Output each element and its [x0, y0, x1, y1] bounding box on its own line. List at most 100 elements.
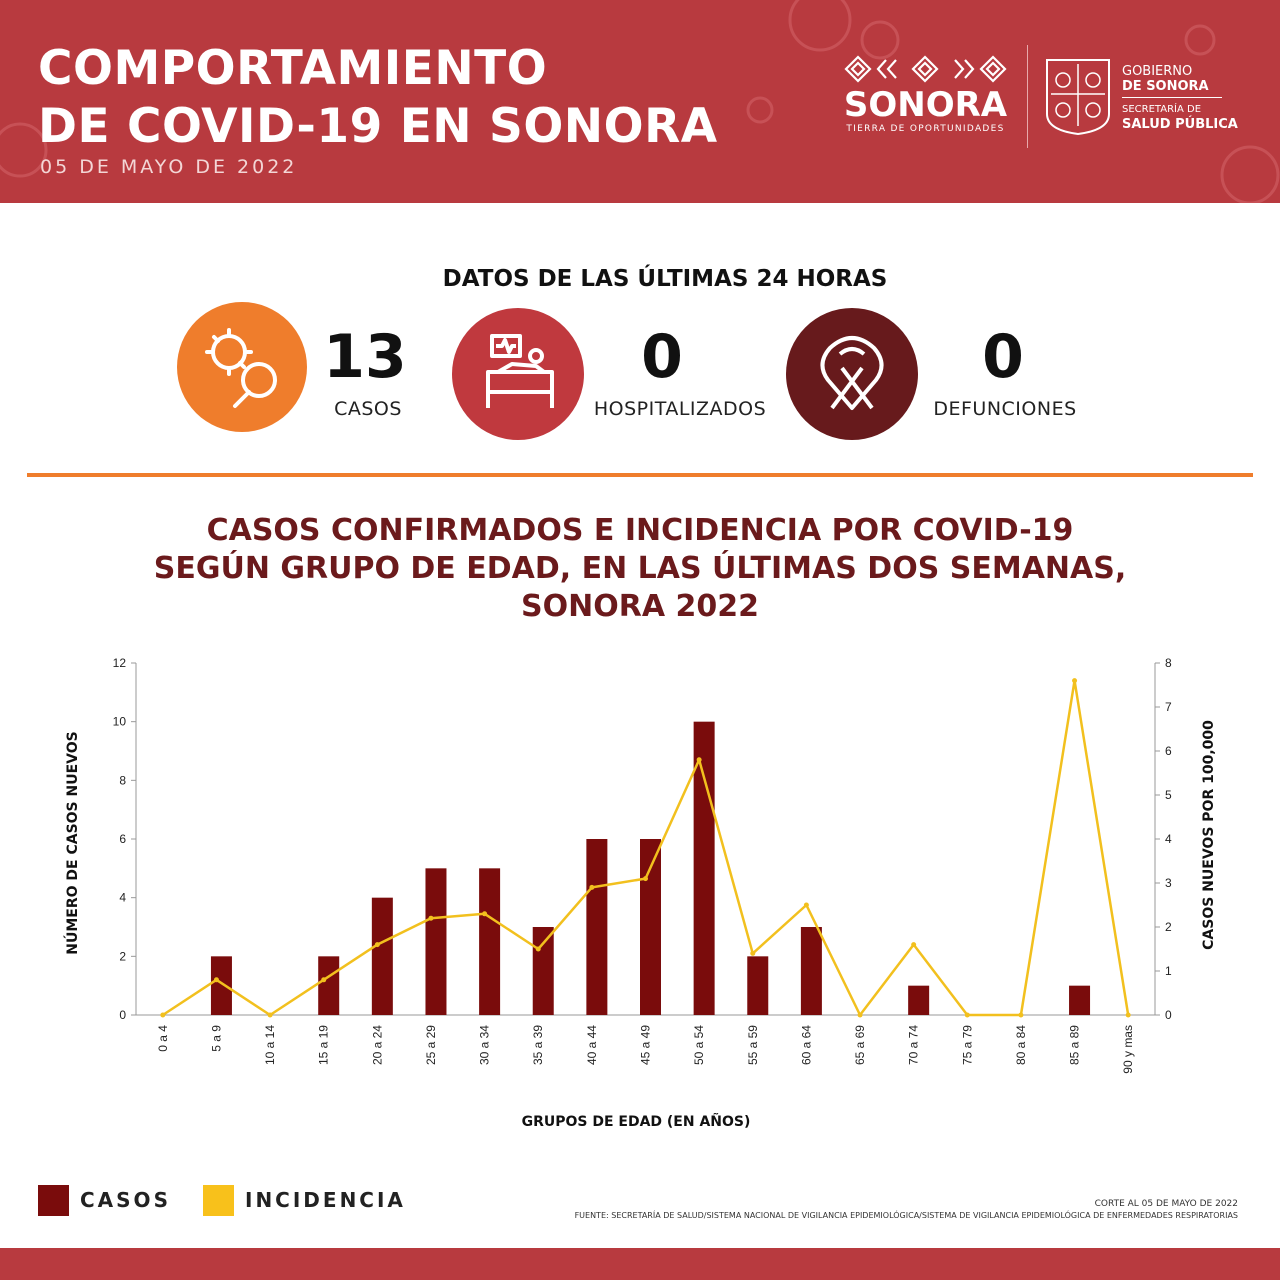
footer-fuente: FUENTE: SECRETARÍA DE SALUD/SISTEMA NACI… [574, 1211, 1238, 1220]
ribbon-icon [820, 336, 884, 410]
point-incidencia [213, 977, 219, 983]
y2-tick-label: 5 [1165, 788, 1172, 802]
hospital-bed-icon [486, 334, 554, 408]
point-incidencia [911, 942, 917, 948]
title-line-1: COMPORTAMIENTO [38, 41, 548, 96]
point-incidencia [750, 950, 756, 956]
y-tick-label: 4 [119, 891, 126, 905]
point-incidencia [589, 884, 595, 890]
header-banner: COMPORTAMIENTO DE COVID-19 EN SONORA 05 … [0, 0, 1280, 203]
x-tick-label: 5 a 9 [209, 1025, 223, 1052]
hospitalized-circle [452, 308, 584, 440]
x-axis-label: GRUPOS DE EDAD (EN AÑOS) [522, 1113, 751, 1130]
y2-tick-label: 2 [1165, 920, 1172, 934]
point-incidencia [160, 1012, 166, 1018]
bar-casos [371, 897, 393, 1015]
gov-line-4: SALUD PÚBLICA [1122, 117, 1238, 132]
bar-casos [640, 839, 661, 1015]
y2-tick-label: 8 [1165, 656, 1172, 670]
x-tick-label: 25 a 29 [424, 1025, 438, 1065]
gov-line-3: SECRETARÍA DE [1122, 104, 1202, 115]
y2-tick-label: 7 [1165, 700, 1172, 714]
legend-casos-label: CASOS [80, 1188, 171, 1212]
state-seal-icon [1046, 59, 1110, 136]
x-tick-label: 65 a 69 [853, 1025, 867, 1065]
bar-casos [800, 927, 822, 1015]
virus-magnifier-icon [205, 328, 277, 408]
point-incidencia [1125, 1012, 1131, 1018]
legend-casos-swatch [38, 1185, 69, 1216]
chart-title-line-2: SEGÚN GRUPO DE EDAD, EN LAS ÚLTIMAS DOS … [153, 551, 1127, 586]
y-tick-label: 8 [119, 773, 126, 787]
bar-casos [479, 868, 501, 1015]
bar-casos [586, 839, 608, 1015]
x-tick-label: 30 a 34 [478, 1025, 492, 1065]
sonora-logo-pattern-icon [844, 55, 1007, 83]
y2-tick-label: 0 [1165, 1008, 1172, 1022]
y-tick-label: 2 [119, 949, 126, 963]
cases-value: 13 [323, 322, 407, 392]
chart-title-line-1: CASOS CONFIRMADOS E INCIDENCIA POR COVID… [206, 513, 1074, 548]
point-incidencia [964, 1012, 970, 1018]
bar-casos [747, 956, 769, 1015]
bottom-band [0, 1248, 1280, 1280]
y2-tick-label: 3 [1165, 876, 1172, 890]
bar-casos [425, 868, 447, 1015]
gov-line-1: GOBIERNO [1122, 64, 1193, 79]
footer-corte: CORTE AL 05 DE MAYO DE 2022 [1094, 1199, 1238, 1209]
deaths-value: 0 [982, 322, 1024, 392]
deaths-label: DEFUNCIONES [933, 398, 1077, 420]
chart-title: CASOS CONFIRMADOS E INCIDENCIA POR COVID… [0, 512, 1280, 626]
x-tick-label: 50 a 54 [692, 1025, 706, 1065]
government-logo: GOBIERNO DE SONORA SECRETARÍA DE SALUD P… [1122, 64, 1238, 132]
cases-label: CASOS [334, 398, 402, 420]
y2-tick-label: 1 [1165, 964, 1172, 978]
sonora-tagline: TIERRA DE OPORTUNIDADES [846, 124, 1005, 134]
x-tick-label: 45 a 49 [639, 1025, 653, 1065]
page-title: COMPORTAMIENTO DE COVID-19 EN SONORA [38, 40, 718, 156]
point-incidencia [374, 942, 380, 948]
legend-incidencia-swatch [203, 1185, 234, 1216]
hospitalized-value: 0 [641, 322, 683, 392]
y2-tick-label: 6 [1165, 744, 1172, 758]
deaths-circle [786, 308, 918, 440]
bar-casos [318, 956, 340, 1015]
y2-tick-label: 4 [1165, 832, 1172, 846]
x-tick-label: 55 a 59 [746, 1025, 760, 1065]
x-tick-label: 90 y mas [1121, 1025, 1135, 1074]
bar-casos [908, 985, 930, 1015]
point-incidencia [1018, 1012, 1024, 1018]
x-tick-label: 35 a 39 [531, 1025, 545, 1065]
section-divider [27, 473, 1253, 477]
sonora-logo: SONORA TIERRA DE OPORTUNIDADES [838, 52, 1013, 142]
report-date: 05 DE MAYO DE 2022 [40, 156, 298, 178]
x-tick-label: 15 a 19 [317, 1025, 331, 1065]
y-tick-label: 0 [119, 1008, 126, 1022]
gov-line-2: DE SONORA [1122, 79, 1209, 94]
point-incidencia [482, 911, 488, 917]
bar-casos [1069, 985, 1091, 1015]
point-incidencia [696, 757, 702, 763]
x-tick-label: 40 a 44 [585, 1025, 599, 1065]
x-tick-label: 10 a 14 [263, 1025, 277, 1065]
point-incidencia [267, 1012, 273, 1018]
point-incidencia [428, 915, 434, 921]
point-incidencia [643, 876, 648, 882]
point-incidencia [1072, 678, 1078, 684]
point-incidencia [321, 977, 327, 983]
sonora-wordmark: SONORA [843, 85, 1008, 125]
point-incidencia [535, 946, 541, 952]
legend-incidencia-label: INCIDENCIA [245, 1188, 406, 1212]
hospitalized-label: HOSPITALIZADOS [593, 398, 767, 420]
x-tick-label: 60 a 64 [799, 1025, 813, 1065]
x-tick-label: 70 a 74 [907, 1025, 921, 1065]
point-incidencia [857, 1012, 863, 1018]
y-tick-label: 6 [119, 832, 126, 846]
x-tick-label: 75 a 79 [960, 1025, 974, 1065]
x-tick-label: 85 a 89 [1068, 1025, 1082, 1065]
y-axis-label: NÚMERO DE CASOS NUEVOS [63, 731, 81, 954]
y2-axis-label: CASOS NUEVOS POR 100,000 [1201, 720, 1217, 950]
x-tick-label: 20 a 24 [370, 1025, 384, 1065]
y-tick-label: 10 [113, 715, 127, 729]
